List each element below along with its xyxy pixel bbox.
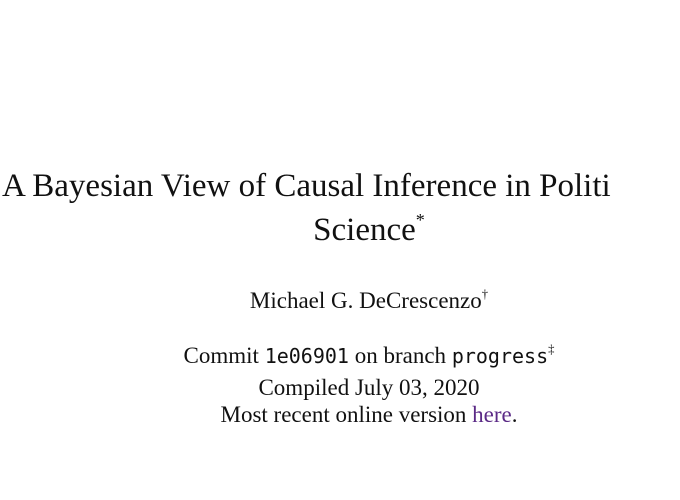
commit-prefix: Commit (183, 343, 259, 368)
commit-line: Commit 1e06901 on branch progress‡ (0, 343, 680, 369)
author-footnote-mark[interactable]: † (481, 287, 489, 302)
commit-hash: 1e06901 (264, 344, 349, 368)
title-footnote-mark[interactable]: * (415, 210, 425, 231)
online-version-prefix: Most recent online version (220, 402, 467, 427)
paper-title-line-1: A Bayesian View of Causal Inference in P… (2, 166, 611, 206)
compiled-date: Compiled July 03, 2020 (258, 375, 480, 400)
compiled-date-line: Compiled July 03, 2020 (0, 375, 680, 401)
author-name: Michael G. DeCrescenzo (249, 288, 482, 313)
paper-title-line-2: Science* (0, 210, 680, 250)
paper-title-text-1: A Bayesian View of Causal Inference in P… (2, 168, 611, 204)
branch-name: progress (451, 344, 549, 368)
commit-middle: on branch (354, 343, 447, 368)
online-version-line: Most recent online version here. (0, 402, 680, 428)
author-line: Michael G. DeCrescenzo† (0, 288, 680, 314)
paper-title-text-2: Science (313, 212, 416, 248)
online-version-suffix: . (511, 402, 518, 427)
online-version-link[interactable]: here (472, 402, 512, 427)
commit-footnote-mark[interactable]: ‡ (548, 342, 555, 357)
